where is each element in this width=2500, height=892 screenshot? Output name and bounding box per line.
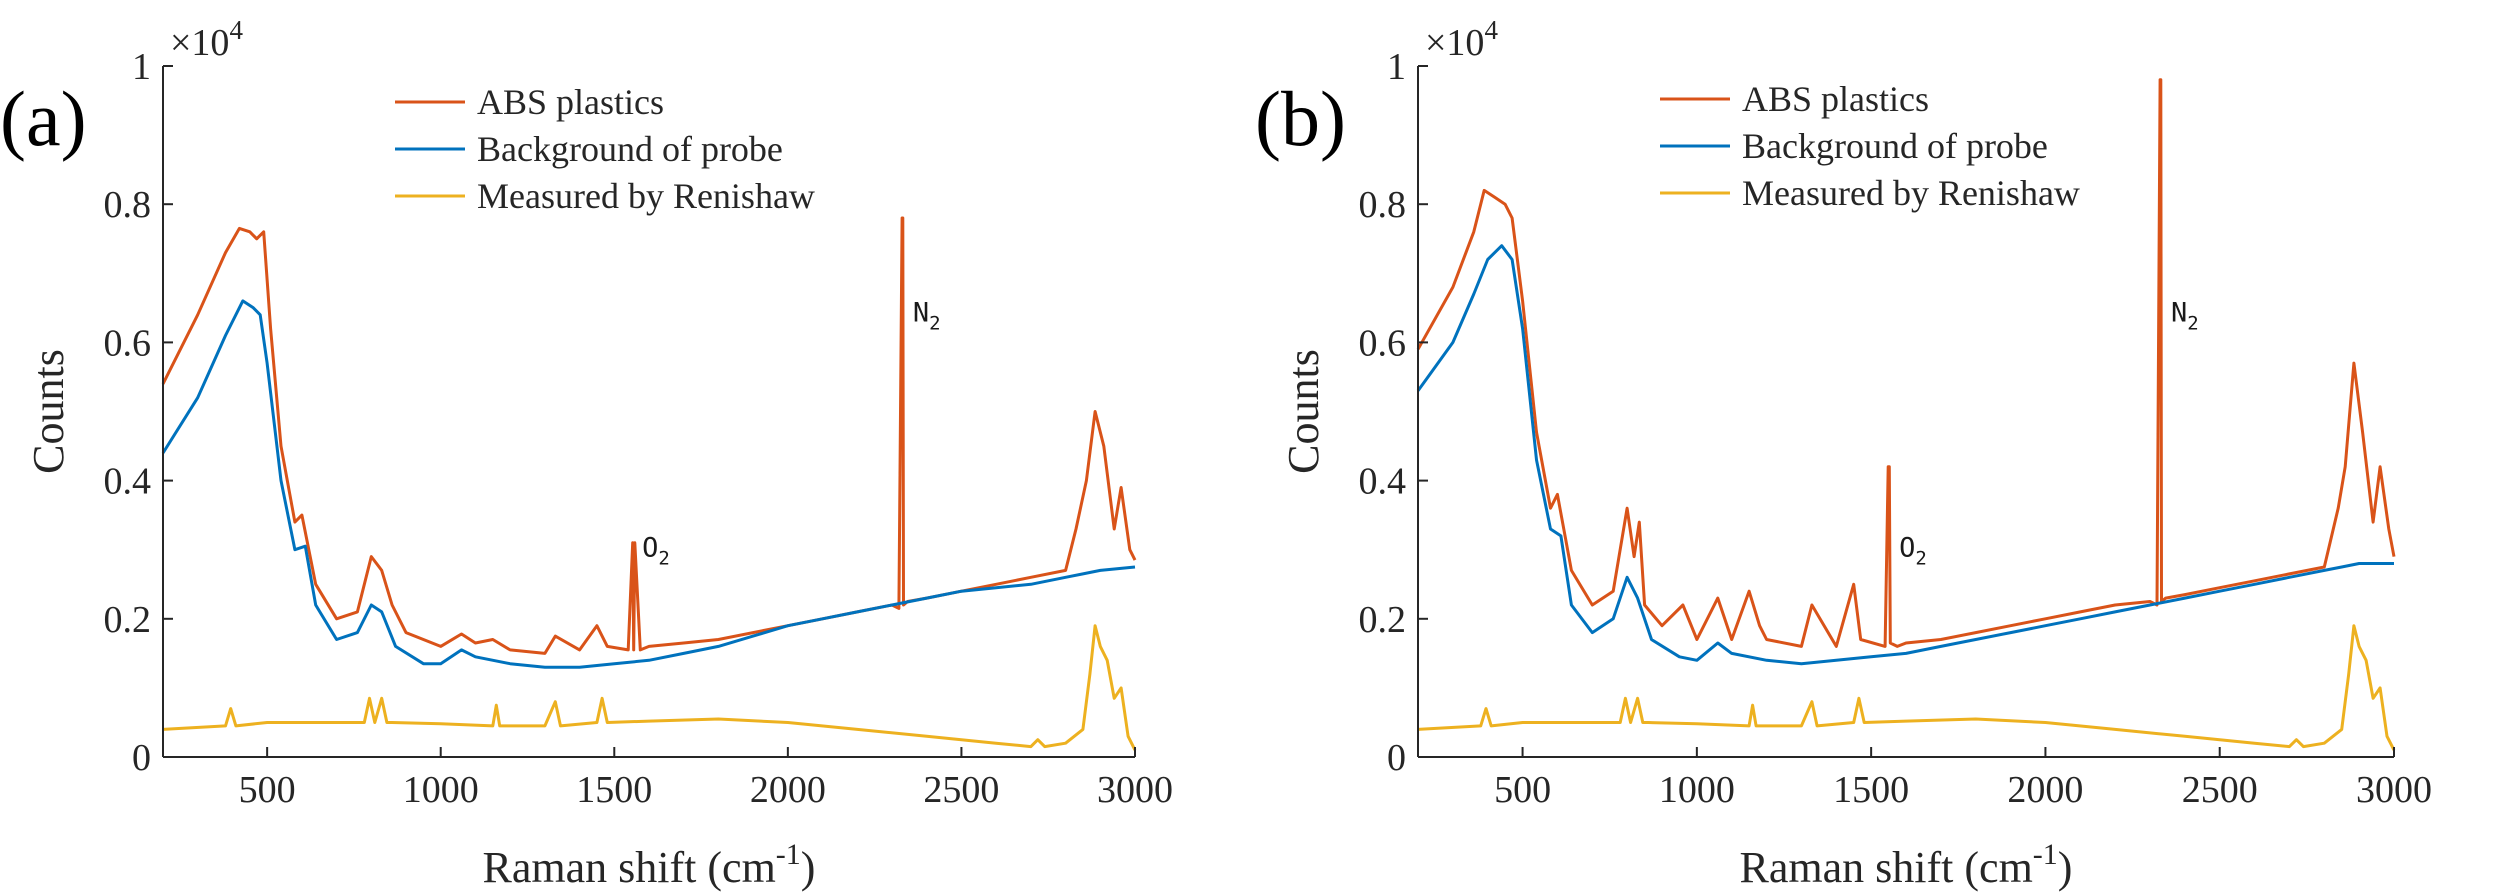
peak-annotation: O2 <box>642 533 670 570</box>
chart-panel-a: 500 1000 1500 2000 2500 3000 0 0.2 0.4 0.6 0.8 1 ×10… <box>0 15 1173 892</box>
y-multiplier-base: ×10 <box>1425 22 1484 64</box>
legend-label: ABS plastics <box>477 82 664 122</box>
series-line-background-of-probe <box>1416 244 2394 666</box>
x-axis-label-suffix: ) <box>801 843 816 892</box>
y-tick-label: 0.8 <box>104 184 152 226</box>
legend-label: Measured by Renishaw <box>477 176 815 216</box>
y-tick-label: 0.8 <box>1359 184 1407 226</box>
x-tick-label: 1000 <box>403 769 479 811</box>
x-tick-label: 2000 <box>2007 769 2083 811</box>
x-axis-label-suffix: ) <box>2058 843 2073 892</box>
y-tick-label: 1 <box>132 46 151 88</box>
peak-annotation-subscript: 2 <box>929 313 940 335</box>
peak-annotation-subscript: 2 <box>2187 313 2198 335</box>
legend-label: Measured by Renishaw <box>1742 173 2080 213</box>
y-axis-label: Counts <box>24 349 73 474</box>
legend-label: Background of probe <box>477 129 783 169</box>
panel-label: (a) <box>0 75 87 162</box>
y-tick-label: 0.4 <box>104 461 152 503</box>
x-axis-label-superscript: -1 <box>776 838 801 871</box>
legend-label: ABS plastics <box>1742 79 1929 119</box>
y-multiplier-exponent: 4 <box>1484 15 1498 45</box>
legend-label: Background of probe <box>1742 126 2048 166</box>
y-axis-label: Counts <box>1279 349 1328 474</box>
x-tick-label: 1500 <box>1833 769 1909 811</box>
peak-annotation-subscript: 2 <box>658 548 669 570</box>
peak-annotation-text: O <box>1899 533 1915 564</box>
panel-label: (b) <box>1255 75 1346 162</box>
series-line-background-of-probe <box>161 299 1136 669</box>
y-axis-multiplier: ×104 <box>1425 15 1498 64</box>
y-tick-label: 0.6 <box>104 322 152 364</box>
series-line-measured-by-renishaw <box>162 624 1137 751</box>
series-line-measured-by-renishaw <box>1417 624 2396 751</box>
y-tick-label: 0.2 <box>1359 599 1407 641</box>
peak-annotation-text: N <box>2171 298 2187 329</box>
x-axis-label-superscript: -1 <box>2033 838 2058 871</box>
x-axis-label: Raman shift (cm-1) <box>483 838 816 892</box>
peak-annotation-text: O <box>642 533 658 564</box>
x-tick-label: 1000 <box>1659 769 1735 811</box>
y-tick-label: 0.2 <box>104 599 152 641</box>
y-tick-label: 0 <box>1387 737 1406 779</box>
y-multiplier-base: ×10 <box>170 22 229 64</box>
y-tick-label: 1 <box>1387 46 1406 88</box>
series-line-abs-plastics <box>161 216 1137 655</box>
x-tick-label: 2500 <box>923 769 999 811</box>
x-axis-label: Raman shift (cm-1) <box>1740 838 2073 892</box>
series-line-abs-plastics <box>1416 78 2396 648</box>
x-tick-label: 3000 <box>2356 769 2432 811</box>
peak-annotation-subscript: 2 <box>1915 548 1926 570</box>
peak-annotation: O2 <box>1899 533 1927 570</box>
x-axis-label-text: Raman shift (cm <box>483 843 776 892</box>
y-tick-label: 0.6 <box>1359 322 1407 364</box>
x-axis-label-text: Raman shift (cm <box>1740 843 2033 892</box>
y-tick-label: 0 <box>132 737 151 779</box>
x-tick-label: 2500 <box>2182 769 2258 811</box>
chart-panel-b: 500 1000 1500 2000 2500 3000 0 0.2 0.4 0.6 0.8 1 ×10… <box>1255 15 2432 892</box>
x-tick-label: 3000 <box>1097 769 1173 811</box>
x-tick-label: 1500 <box>576 769 652 811</box>
y-axis-multiplier: ×104 <box>170 15 243 64</box>
peak-annotation-text: N <box>913 298 929 329</box>
x-tick-label: 2000 <box>750 769 826 811</box>
peak-annotation: N2 <box>2171 298 2199 335</box>
y-multiplier-exponent: 4 <box>229 15 243 45</box>
x-tick-label: 500 <box>1494 769 1551 811</box>
peak-annotation: N2 <box>913 298 941 335</box>
y-tick-label: 0.4 <box>1359 461 1407 503</box>
x-tick-label: 500 <box>239 769 296 811</box>
